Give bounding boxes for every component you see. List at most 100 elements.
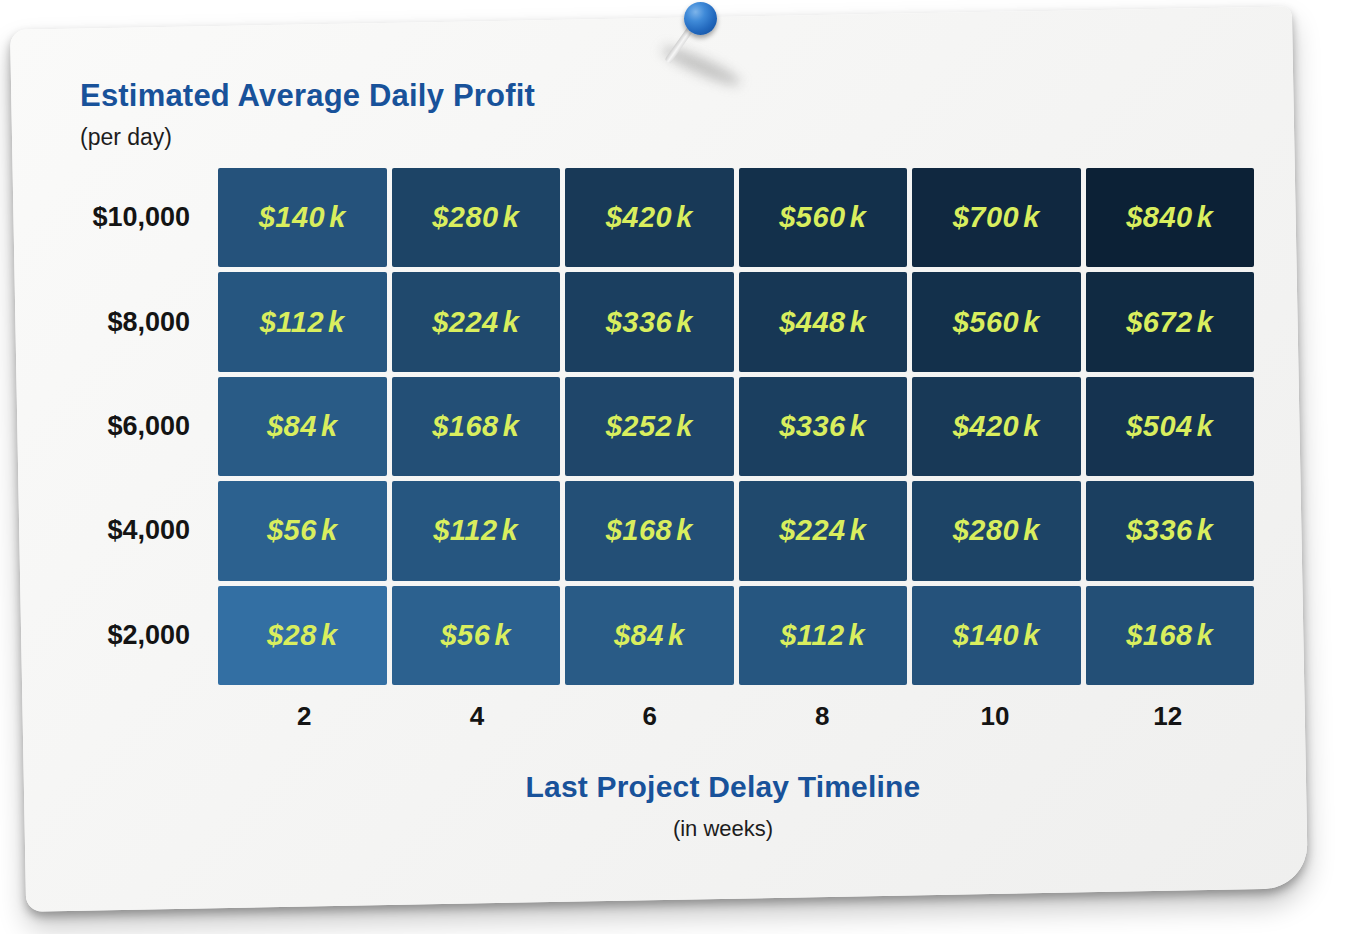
heatmap-cell: $224k [392,272,561,371]
cell-value: $280 [953,514,1020,547]
cell-value: $448 [779,306,846,339]
cell-unit: k [494,619,511,652]
cell-unit: k [1023,410,1040,443]
y-axis-tick-label: $4,000 [20,481,190,580]
y-axis-tick-label: $2,000 [20,586,190,685]
cell-unit: k [850,201,867,234]
cell-value: $224 [432,306,499,339]
heatmap-cell: $168k [392,377,561,476]
cell-value: $140 [953,619,1020,652]
cell-unit: k [502,514,519,547]
cell-unit: k [1023,201,1040,234]
cell-value: $84 [614,619,664,652]
cell-unit: k [850,514,867,547]
cell-value: $112 [433,514,497,547]
cell-value: $420 [606,201,673,234]
cell-unit: k [1023,306,1040,339]
cell-value: $84 [267,410,317,443]
cell-value: $280 [432,201,499,234]
cell-value: $560 [953,306,1020,339]
heatmap-grid: $140k$280k$420k$560k$700k$840k$112k$224k… [218,168,1254,685]
chart-title: Estimated Average Daily Profit [80,78,535,114]
cell-unit: k [321,619,338,652]
x-axis-labels: 24681012 [218,696,1254,736]
chart-subtitle: (per day) [80,124,172,151]
cell-unit: k [503,410,520,443]
cell-value: $112 [780,619,844,652]
cell-unit: k [321,514,338,547]
cell-unit: k [849,619,866,652]
heatmap-cell: $672k [1086,272,1255,371]
x-axis-tick-label: 6 [563,696,736,736]
x-axis-tick-label: 12 [1081,696,1254,736]
cell-value: $252 [606,410,673,443]
y-axis-tick-label: $6,000 [20,377,190,476]
chart-content: Estimated Average Daily Profit (per day)… [0,0,1356,934]
heatmap-cell: $420k [912,377,1081,476]
heatmap-cell: $560k [912,272,1081,371]
cell-unit: k [1197,306,1214,339]
heatmap-cell: $336k [1086,481,1255,580]
cell-unit: k [328,306,345,339]
cell-value: $224 [779,514,846,547]
cell-value: $420 [953,410,1020,443]
heatmap-cell: $28k [218,586,387,685]
cell-value: $336 [779,410,846,443]
cell-value: $168 [1126,619,1193,652]
cell-value: $168 [432,410,499,443]
heatmap-cell: $280k [392,168,561,267]
cell-value: $112 [260,306,324,339]
cell-unit: k [676,514,693,547]
cell-unit: k [1197,201,1214,234]
y-axis-tick-label: $10,000 [20,168,190,267]
cell-value: $700 [953,201,1020,234]
cell-unit: k [503,201,520,234]
cell-unit: k [668,619,685,652]
y-axis-tick-label: $8,000 [20,272,190,371]
heatmap-cell: $112k [392,481,561,580]
heatmap-cell: $560k [739,168,908,267]
cell-unit: k [676,410,693,443]
x-axis-subtitle: (in weeks) [205,816,1241,842]
y-axis-labels: $10,000$8,000$6,000$4,000$2,000 [20,168,190,685]
cell-unit: k [850,410,867,443]
heatmap-cell: $448k [739,272,908,371]
cell-unit: k [1023,514,1040,547]
heatmap-cell: $336k [565,272,734,371]
x-axis-tick-label: 2 [218,696,391,736]
cell-value: $168 [606,514,673,547]
heatmap-cell: $420k [565,168,734,267]
cell-value: $672 [1126,306,1193,339]
heatmap-cell: $504k [1086,377,1255,476]
cell-value: $56 [267,514,317,547]
cell-unit: k [1023,619,1040,652]
cell-unit: k [676,201,693,234]
cell-value: $504 [1126,410,1193,443]
heatmap-cell: $252k [565,377,734,476]
cell-unit: k [503,306,520,339]
heatmap-cell: $700k [912,168,1081,267]
cell-unit: k [1197,514,1214,547]
heatmap-cell: $84k [565,586,734,685]
pinned-note-infographic: Estimated Average Daily Profit (per day)… [0,0,1356,934]
cell-value: $336 [606,306,673,339]
heatmap-cell: $224k [739,481,908,580]
heatmap-cell: $140k [218,168,387,267]
heatmap-cell: $168k [1086,586,1255,685]
heatmap-cell: $112k [739,586,908,685]
x-axis-title: Last Project Delay Timeline [205,770,1241,804]
heatmap-cell: $84k [218,377,387,476]
cell-unit: k [1197,619,1214,652]
cell-unit: k [850,306,867,339]
heatmap-cell: $280k [912,481,1081,580]
x-axis-tick-label: 10 [909,696,1082,736]
cell-value: $336 [1126,514,1193,547]
x-axis-tick-label: 4 [391,696,564,736]
cell-unit: k [1197,410,1214,443]
heatmap-cell: $56k [218,481,387,580]
cell-value: $840 [1126,201,1193,234]
cell-value: $56 [440,619,490,652]
cell-unit: k [676,306,693,339]
cell-value: $140 [259,201,326,234]
heatmap-cell: $336k [739,377,908,476]
